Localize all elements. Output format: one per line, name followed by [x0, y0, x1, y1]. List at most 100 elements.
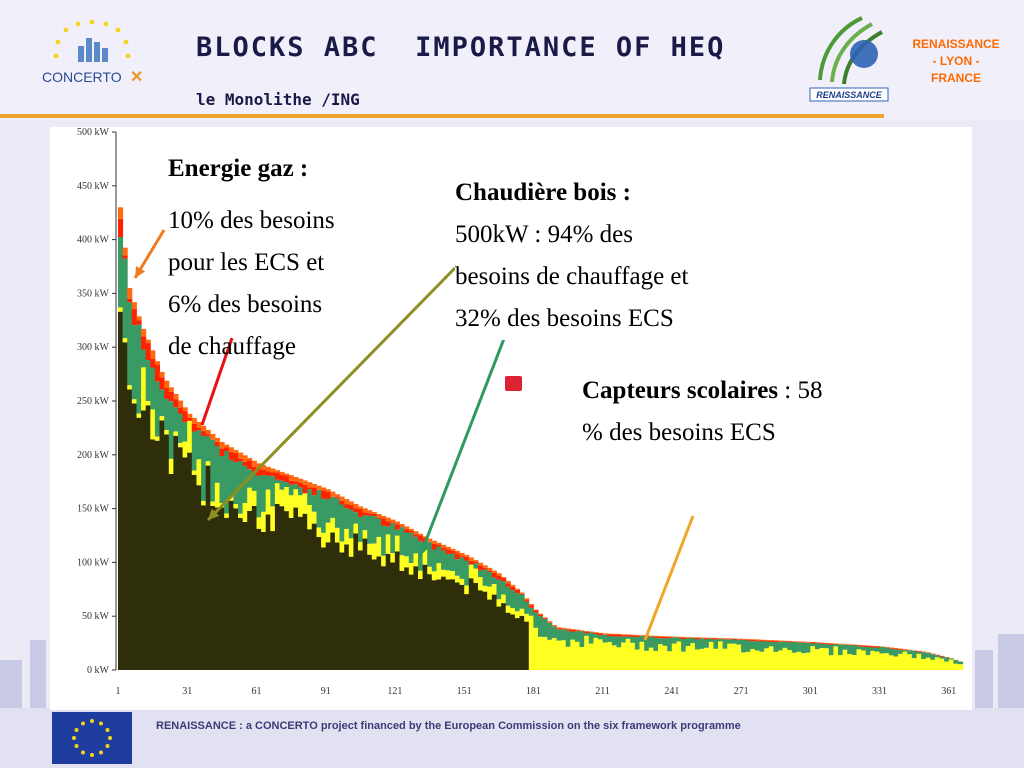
area-solar-bar — [861, 650, 867, 670]
area-base-bar — [371, 559, 377, 670]
x-tick-label: 31 — [182, 686, 192, 697]
area-gas-bar — [288, 480, 294, 485]
area-wood-bar — [870, 647, 876, 651]
area-solar-bar — [348, 538, 354, 557]
renaissance-logo: RENAISSANCE — [809, 16, 889, 102]
area-gas-bar — [542, 618, 548, 619]
area-peak-bar — [270, 468, 276, 473]
y-tick-label: 300 kW — [77, 342, 110, 353]
area-base-bar — [399, 570, 405, 670]
skyline-decoration — [0, 634, 1024, 710]
area-solar-bar — [487, 586, 493, 600]
area-peak-bar — [634, 634, 640, 636]
area-wood-bar — [284, 482, 290, 487]
area-peak-bar — [390, 519, 396, 523]
area-solar-bar — [570, 639, 576, 670]
area-peak-bar — [722, 638, 728, 639]
area-solar-bar — [736, 644, 742, 670]
area-wood-bar — [801, 642, 807, 654]
area-solar-bar — [436, 563, 442, 580]
area-gas-bar — [482, 567, 488, 570]
area-wood-bar — [782, 641, 788, 648]
area-solar-bar — [256, 517, 262, 529]
area-wood-bar — [205, 436, 211, 462]
area-wood-bar — [759, 641, 765, 652]
area-wood-bar — [551, 626, 557, 639]
area-base-bar — [353, 533, 359, 670]
annotation-solar-text: : 58 — [778, 377, 823, 404]
area-solar-bar — [344, 528, 350, 545]
area-gas-bar — [371, 513, 377, 517]
area-peak-bar — [519, 592, 525, 594]
area-solar-bar — [127, 385, 133, 390]
x-tick-label: 331 — [872, 686, 887, 697]
area-solar-bar — [681, 651, 687, 670]
area-wood-bar — [122, 258, 128, 339]
area-wood-bar — [362, 515, 368, 531]
area-solar-bar — [542, 636, 548, 670]
area-peak-bar — [533, 609, 539, 611]
area-gas-bar — [344, 504, 350, 509]
area-base-bar — [468, 578, 474, 670]
area-gas-bar — [667, 637, 673, 638]
area-peak-bar — [842, 644, 848, 645]
area-wood-bar — [514, 593, 520, 612]
area-gas-bar — [141, 336, 147, 350]
area-gas-bar — [362, 512, 368, 516]
x-tick-label: 361 — [941, 686, 956, 697]
area-wood-bar — [574, 631, 580, 642]
area-gas-bar — [865, 645, 871, 647]
area-wood-bar — [228, 459, 234, 497]
area-base-bar — [261, 531, 267, 670]
area-base-bar — [422, 564, 428, 670]
y-tick-label: 100 kW — [77, 557, 110, 568]
area-gas-bar — [768, 640, 774, 642]
y-tick-label: 450 kW — [77, 181, 110, 192]
area-gas-bar — [173, 399, 179, 408]
area-solar-bar — [621, 642, 627, 670]
area-peak-bar — [768, 640, 774, 641]
area-solar-bar — [316, 527, 322, 537]
area-solar-bar — [247, 487, 253, 511]
area-wood-bar — [265, 475, 271, 490]
area-peak-bar — [468, 557, 474, 561]
area-gas-bar — [159, 377, 165, 390]
area-solar-bar — [358, 541, 364, 551]
area-solar-bar — [948, 659, 954, 670]
area-gas-bar — [754, 640, 760, 642]
area-peak-bar — [828, 643, 834, 644]
area-peak-bar — [514, 588, 520, 590]
area-base-bar — [505, 612, 511, 670]
area-solar-bar — [404, 556, 410, 568]
area-wood-bar — [325, 499, 331, 523]
area-wood-bar — [390, 523, 396, 553]
broken-image-icon — [505, 376, 522, 391]
area-base-bar — [348, 556, 354, 670]
area-wood-bar — [505, 586, 511, 606]
area-peak-bar — [367, 510, 373, 514]
area-wood-bar — [150, 367, 156, 410]
area-solar-bar — [298, 495, 304, 517]
area-gas-bar — [464, 556, 470, 561]
area-solar-bar — [482, 585, 488, 592]
area-gas-bar — [814, 642, 820, 644]
area-wood-bar — [902, 650, 908, 652]
area-peak-bar — [833, 643, 839, 645]
area-base-bar — [510, 614, 516, 670]
svg-text:✕: ✕ — [130, 69, 143, 86]
x-tick-label: 301 — [803, 686, 818, 697]
area-peak-bar — [676, 636, 682, 638]
area-gas-bar — [870, 646, 876, 648]
area-solar-bar — [611, 645, 617, 670]
area-gas-bar — [741, 639, 747, 640]
area-peak-bar — [459, 552, 465, 557]
area-peak-bar — [870, 645, 876, 647]
area-peak-bar — [293, 477, 299, 482]
y-tick-label: 400 kW — [77, 235, 110, 246]
area-wood-bar — [413, 536, 419, 554]
area-base-bar — [390, 562, 396, 670]
area-wood-bar — [182, 422, 188, 442]
area-wood-bar — [607, 636, 613, 642]
area-peak-bar — [662, 636, 668, 637]
area-gas-bar — [491, 573, 497, 578]
